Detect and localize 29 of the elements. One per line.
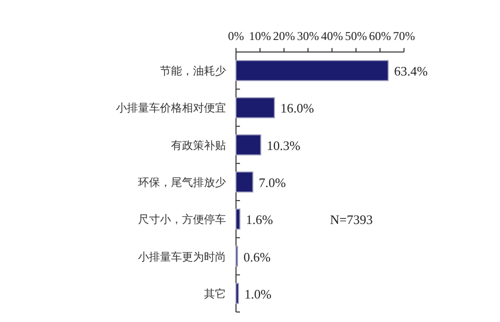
data-label: 1.0% bbox=[244, 286, 272, 302]
bar bbox=[236, 282, 239, 304]
y-tick-label: 其它 bbox=[204, 287, 226, 300]
x-tick-label: 10% bbox=[249, 29, 271, 43]
bar bbox=[236, 208, 240, 230]
y-tick-label: 节能，油耗少 bbox=[160, 64, 226, 78]
data-label: 16.0% bbox=[280, 100, 314, 116]
data-label: 10.3% bbox=[266, 138, 300, 153]
x-tick-label: 30% bbox=[297, 29, 319, 43]
x-tick-label: 50% bbox=[345, 29, 367, 43]
data-label: 1.6% bbox=[246, 212, 274, 228]
x-tick-label: 40% bbox=[321, 29, 343, 43]
data-label: 0.6% bbox=[243, 249, 271, 264]
bar bbox=[236, 60, 389, 82]
data-label: 63.4% bbox=[394, 64, 428, 79]
y-tick-label: 尺寸小，方便停车 bbox=[138, 213, 226, 226]
annotation: N=7393 bbox=[330, 212, 373, 228]
x-tick-label: 0% bbox=[228, 29, 244, 43]
x-tick-label: 20% bbox=[273, 29, 295, 43]
bar bbox=[236, 134, 262, 156]
y-tick-label: 环保，尾气排放少 bbox=[138, 176, 226, 189]
y-tick-label: 小排量车价格相对便宜 bbox=[116, 102, 226, 115]
y-tick-label: 有政策补贴 bbox=[171, 138, 226, 152]
x-tick-label: 60% bbox=[369, 29, 391, 43]
y-tick-label: 小排量车更为时尚 bbox=[138, 250, 226, 264]
x-tick-label: 70% bbox=[393, 29, 415, 43]
bar bbox=[236, 172, 254, 192]
bar bbox=[236, 97, 275, 118]
data-label: 7.0% bbox=[258, 175, 286, 190]
